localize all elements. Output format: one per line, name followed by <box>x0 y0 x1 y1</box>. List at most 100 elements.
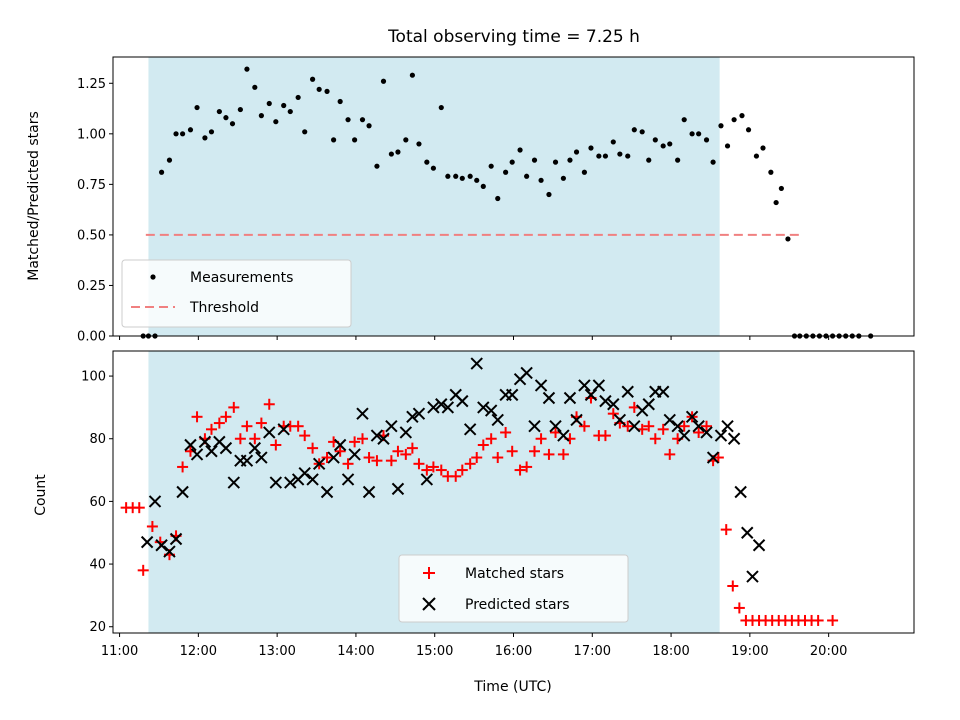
bottom-y-tick-label: 60 <box>89 495 106 510</box>
matched-star-point <box>133 502 145 514</box>
predicted-star-point <box>198 435 212 449</box>
predicted-star-point <box>642 398 655 411</box>
predicted-star-point <box>578 379 591 392</box>
bottom-x-tick-label: 19:00 <box>731 644 768 659</box>
measurement-point <box>610 139 616 145</box>
matched-star-point <box>392 445 404 457</box>
bottom-x-tick-label: 12:00 <box>180 644 217 659</box>
measurement-point <box>573 149 580 155</box>
matched-star-point <box>471 452 483 464</box>
measurement-point <box>745 127 752 133</box>
matched-star-point <box>228 401 240 413</box>
matched-star-point <box>733 602 745 614</box>
bottom-y-ticks: 20 40 60 80 100 <box>81 370 113 635</box>
matched-star-point <box>371 455 383 467</box>
matched-star-point <box>220 411 232 423</box>
top-y-tick-label: 0.50 <box>77 228 106 243</box>
matched-star-point <box>234 433 246 445</box>
predicted-star-point <box>607 398 620 411</box>
matched-star-point <box>664 448 676 460</box>
matched-star-point <box>413 458 425 470</box>
matched-star-point <box>213 417 225 429</box>
matched-star-point <box>649 433 661 445</box>
matched-star-point <box>464 458 476 470</box>
matched-star-point <box>485 433 497 445</box>
matched-star-point <box>263 398 275 410</box>
predicted-star-point <box>534 379 548 392</box>
predicted-star-point <box>219 441 233 455</box>
predicted-star-point <box>184 438 197 452</box>
predicted-star-point <box>727 432 741 445</box>
measurement-point <box>524 173 530 179</box>
matched-star-point <box>255 417 267 429</box>
top-title: Total observing time = 7.25 h <box>387 27 640 47</box>
matched-star-point <box>137 564 149 576</box>
predicted-star-point <box>169 532 183 546</box>
measurement-point <box>696 131 702 137</box>
bottom-legend-box <box>398 554 629 623</box>
bottom-panel: 20 40 60 80 100 11:00 12:00 13:00 14:00 15:00 16:… <box>33 350 915 695</box>
top-y-axis-label: Matched/Predicted stars <box>26 111 42 281</box>
top-legend: Measurements Threshold <box>121 259 352 328</box>
matched-star-point <box>435 464 447 476</box>
measurement-point <box>359 117 366 123</box>
measurement-point <box>380 78 387 84</box>
matched-star-point <box>678 420 690 432</box>
measurement-point <box>739 113 745 119</box>
top-y-tick-label: 0.75 <box>77 178 106 193</box>
predicted-star-point <box>484 404 498 417</box>
measurement-point <box>652 137 658 143</box>
measurement-point <box>388 151 394 157</box>
predicted-star-point <box>505 388 519 402</box>
matched-star-point <box>492 452 504 464</box>
measurement-point <box>166 157 173 163</box>
predicted-star-point <box>549 419 562 433</box>
predicted-star-point <box>356 407 369 420</box>
measurement-point <box>495 195 501 202</box>
matched-star-point <box>146 520 158 532</box>
matched-star-point <box>535 433 547 445</box>
measurement-point <box>438 104 444 111</box>
matched-star-point <box>657 423 669 435</box>
measurement-point <box>352 137 358 143</box>
measurement-point <box>596 153 602 159</box>
matched-star-point <box>622 420 634 432</box>
matched-star-point <box>307 442 319 454</box>
measurement-point <box>459 175 465 181</box>
matched-star-point <box>177 461 189 473</box>
predicted-star-point <box>176 485 189 499</box>
measurement-point <box>424 159 430 165</box>
predicted-star-point <box>584 388 598 402</box>
matched-star-point <box>385 455 397 467</box>
predicted-star-point <box>312 457 326 471</box>
predicted-star-point <box>248 441 262 455</box>
matched-star-point <box>456 464 468 476</box>
matched-star-point <box>406 442 418 454</box>
matched-star-point <box>321 452 333 464</box>
matched-star-point <box>477 439 489 451</box>
bottom-y-tick-label: 80 <box>89 432 106 447</box>
measurement-point <box>560 175 566 181</box>
measurement-point <box>710 159 716 165</box>
matched-star-point <box>292 420 304 432</box>
predicted-star-point <box>752 539 766 552</box>
matched-stars-legend-label: Matched stars <box>465 566 564 582</box>
top-y-tick-label: 0.25 <box>77 279 106 294</box>
measurement-point <box>588 145 594 151</box>
predicted-star-point <box>427 401 440 414</box>
predicted-star-point <box>205 445 218 458</box>
measurement-point <box>324 88 330 94</box>
predicted-star-point <box>663 413 676 427</box>
measurement-point <box>474 177 480 183</box>
measurement-point <box>331 137 337 143</box>
matched-star-point <box>349 436 361 448</box>
predicted-star-point <box>227 476 241 489</box>
matched-star-point <box>720 524 732 536</box>
top-y-tick-label: 1.25 <box>77 77 106 92</box>
measurement-point <box>287 108 293 115</box>
measurement-point <box>202 135 208 141</box>
predicted-star-point <box>399 426 413 439</box>
predicted-star-point <box>721 419 734 433</box>
measurement-point <box>403 137 409 143</box>
measurement-point <box>158 169 165 175</box>
